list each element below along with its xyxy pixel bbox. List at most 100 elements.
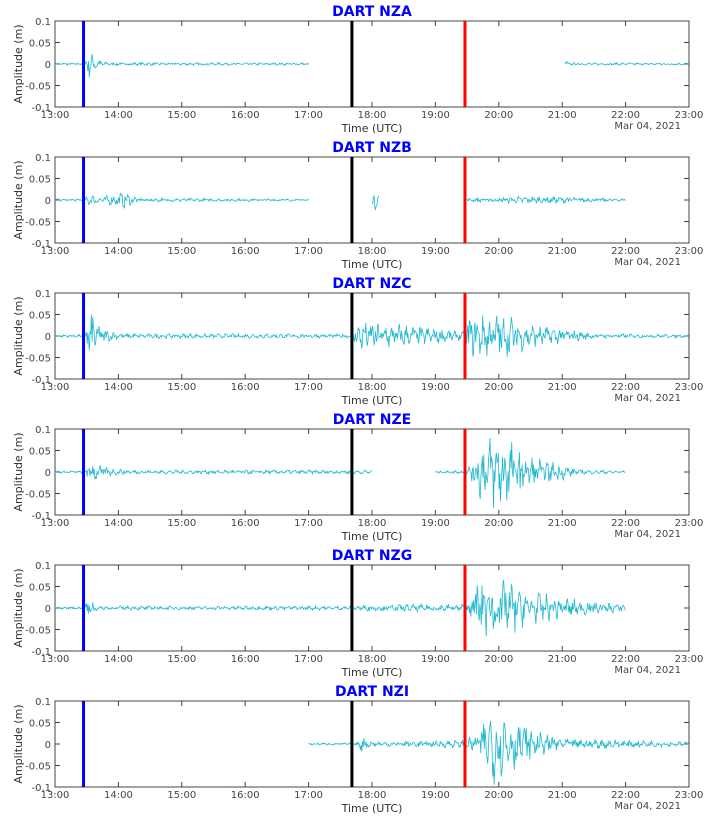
y-tick-label: 0.05 [29, 447, 51, 458]
x-tick-label: 22:00 [611, 382, 640, 393]
x-tick-label: 23:00 [675, 246, 704, 257]
panel-dart-nzg: DART NZG 13:00 14:00 15:00 16:00 17:00 18:00 19… [12, 548, 703, 679]
x-tick-label: 23:00 [675, 110, 704, 121]
x-axis-label: Time (UTC) [341, 666, 403, 679]
x-tick-label: 22:00 [611, 110, 640, 121]
x-tick-label: 13:00 [41, 382, 70, 393]
date-label: Mar 04, 2021 [614, 665, 681, 676]
x-tick-label: 18:00 [358, 654, 387, 665]
x-tick-label: 22:00 [611, 518, 640, 529]
x-tick-label: 20:00 [484, 382, 513, 393]
x-tick-label: 18:00 [358, 110, 387, 121]
x-tick-label: 22:00 [611, 790, 640, 801]
x-tick-label: 15:00 [167, 518, 196, 529]
x-tick-label: 23:00 [675, 518, 704, 529]
y-tick-label: -0.1 [31, 103, 51, 114]
x-axis-label: Time (UTC) [341, 258, 403, 271]
waveform-trace [371, 195, 380, 211]
waveform-trace [435, 437, 626, 508]
x-tick-label: 22:00 [611, 654, 640, 665]
panel-title: DART NZI [335, 684, 409, 700]
x-tick-label: 16:00 [231, 110, 260, 121]
y-tick-label: 0.1 [35, 17, 51, 28]
x-tick-label: 15:00 [167, 654, 196, 665]
y-tick-label: 0 [45, 740, 51, 751]
y-tick-label: 0.05 [29, 719, 51, 730]
x-tick-label: 13:00 [41, 110, 70, 121]
x-tick-label: 18:00 [358, 518, 387, 529]
x-tick-label: 23:00 [675, 654, 704, 665]
x-tick-label: 15:00 [167, 110, 196, 121]
x-tick-label: 18:00 [358, 382, 387, 393]
x-tick-label: 21:00 [548, 110, 577, 121]
y-axis-label: Amplitude (m) [12, 160, 25, 239]
x-tick-label: 14:00 [104, 382, 133, 393]
x-tick-label: 20:00 [484, 110, 513, 121]
x-tick-label: 20:00 [484, 654, 513, 665]
y-tick-label: 0 [45, 468, 51, 479]
y-axis-label: Amplitude (m) [12, 24, 25, 103]
y-tick-label: -0.05 [25, 626, 51, 637]
y-axis-label: Amplitude (m) [12, 296, 25, 375]
y-axis-label: Amplitude (m) [12, 704, 25, 783]
y-tick-label: 0.1 [35, 425, 51, 436]
x-tick-label: 23:00 [675, 382, 704, 393]
x-tick-label: 13:00 [41, 246, 70, 257]
x-tick-label: 16:00 [231, 382, 260, 393]
waveform-trace [54, 54, 309, 78]
x-tick-label: 21:00 [548, 518, 577, 529]
y-tick-label: 0.05 [29, 175, 51, 186]
y-tick-label: -0.05 [25, 82, 51, 93]
panel-dart-nza: DART NZA 13:00 14:00 15:00 16:00 17:00 18:00 19… [12, 4, 703, 135]
x-axis-label: Time (UTC) [341, 394, 403, 407]
x-tick-label: 17:00 [294, 790, 323, 801]
x-tick-label: 21:00 [548, 246, 577, 257]
x-tick-label: 18:00 [358, 790, 387, 801]
panel-dart-nze: DART NZE 13:00 14:00 15:00 16:00 17:00 18:00 19… [12, 412, 703, 543]
x-tick-label: 17:00 [294, 110, 323, 121]
y-tick-label: 0.1 [35, 289, 51, 300]
x-tick-label: 14:00 [104, 790, 133, 801]
x-axis-label: Time (UTC) [341, 530, 403, 543]
x-tick-label: 16:00 [231, 246, 260, 257]
x-tick-label: 13:00 [41, 518, 70, 529]
y-axis-label: Amplitude (m) [12, 432, 25, 511]
x-tick-label: 14:00 [104, 110, 133, 121]
x-axis-label: Time (UTC) [341, 122, 403, 135]
waveform-trace [54, 579, 626, 637]
x-tick-label: 21:00 [548, 654, 577, 665]
y-tick-label: -0.1 [31, 511, 51, 522]
x-tick-label: 13:00 [41, 790, 70, 801]
x-tick-label: 19:00 [421, 110, 450, 121]
x-tick-label: 18:00 [358, 246, 387, 257]
y-tick-label: 0.1 [35, 153, 51, 164]
y-tick-label: -0.1 [31, 239, 51, 250]
y-tick-label: 0.05 [29, 39, 51, 50]
x-axis-label: Time (UTC) [341, 802, 403, 815]
y-tick-label: 0.1 [35, 561, 51, 572]
date-label: Mar 04, 2021 [614, 801, 681, 812]
x-tick-label: 16:00 [231, 654, 260, 665]
x-tick-label: 21:00 [548, 382, 577, 393]
x-tick-label: 17:00 [294, 246, 323, 257]
y-tick-label: -0.1 [31, 647, 51, 658]
x-tick-label: 17:00 [294, 654, 323, 665]
waveform-trace [54, 192, 309, 210]
y-tick-label: -0.1 [31, 375, 51, 386]
y-tick-label: 0 [45, 604, 51, 615]
waveform-trace [466, 195, 626, 205]
y-tick-label: -0.05 [25, 218, 51, 229]
waveform-trace [308, 720, 690, 785]
x-tick-label: 15:00 [167, 382, 196, 393]
x-tick-label: 14:00 [104, 246, 133, 257]
x-tick-label: 20:00 [484, 790, 513, 801]
panel-title: DART NZC [332, 276, 411, 292]
y-tick-label: 0.1 [35, 697, 51, 708]
y-tick-label: 0 [45, 332, 51, 343]
waveform-trace [565, 60, 689, 66]
y-tick-label: 0.05 [29, 311, 51, 322]
panel-title: DART NZA [332, 4, 412, 20]
y-axis-label: Amplitude (m) [12, 568, 25, 647]
x-tick-label: 20:00 [484, 518, 513, 529]
